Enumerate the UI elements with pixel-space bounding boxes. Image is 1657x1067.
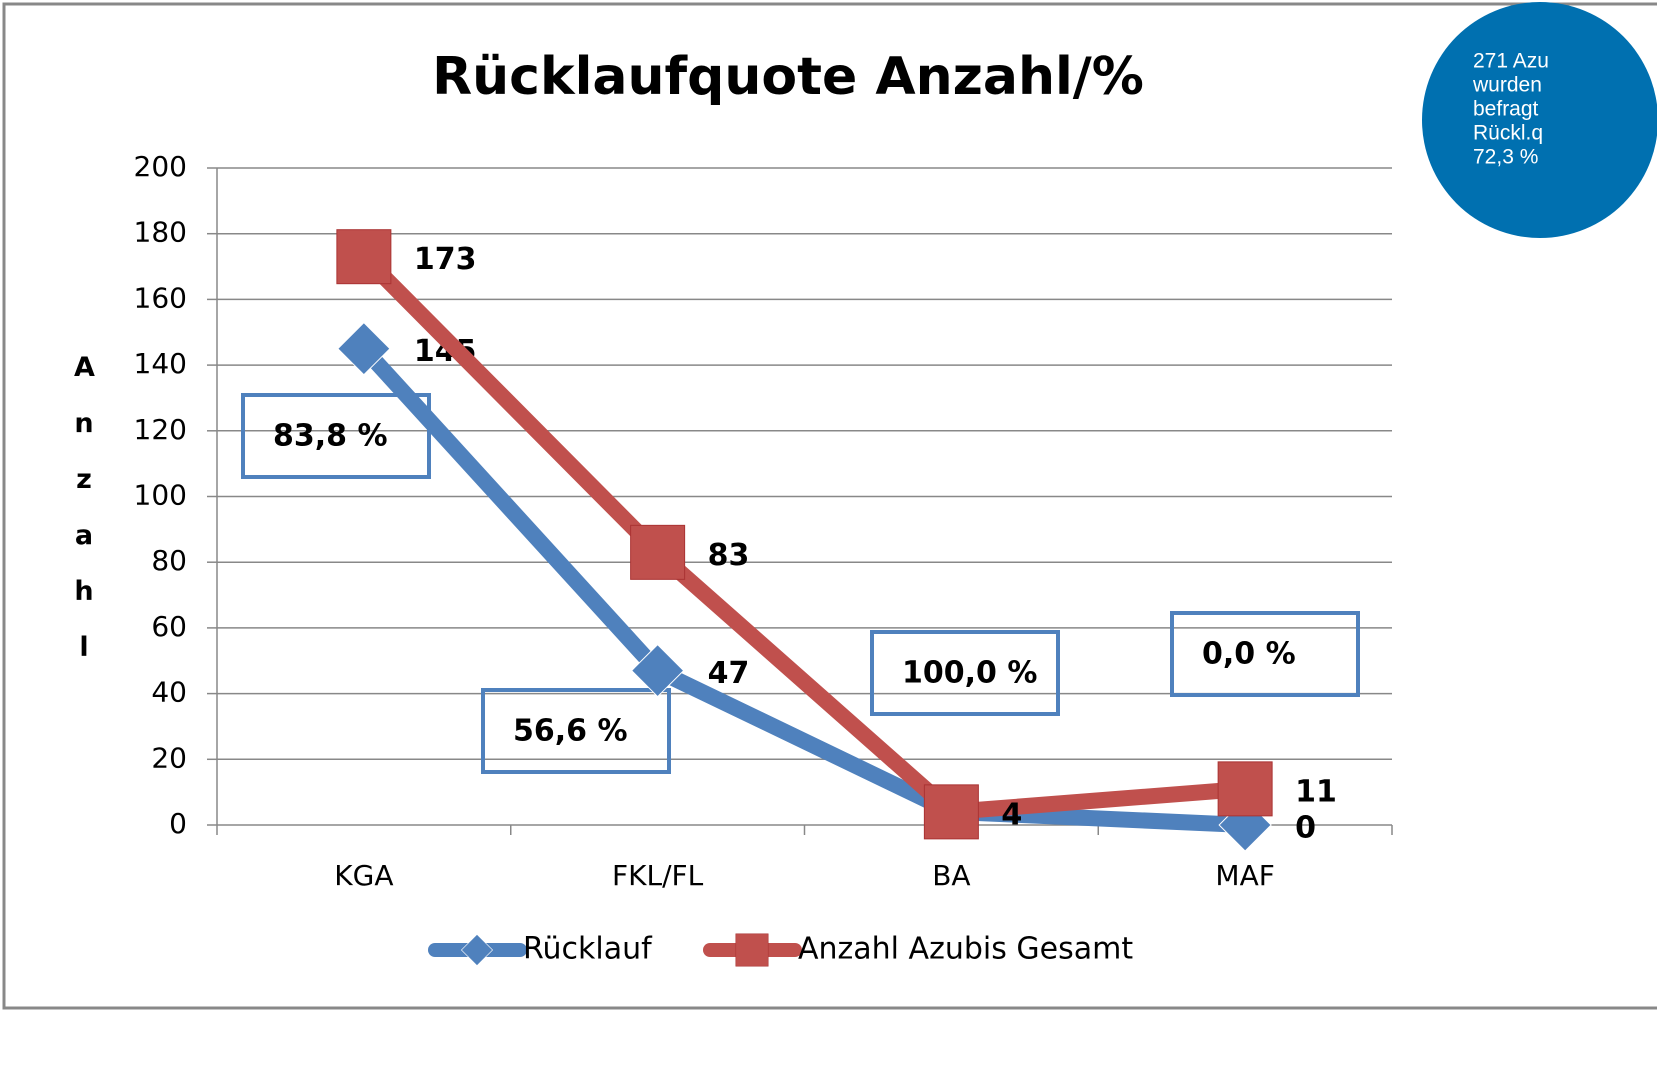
annotation: 100,0 % [902,656,1037,691]
series-line [358,251,1246,820]
x-tick-label: MAF [1215,859,1274,892]
annotation-box [241,393,431,479]
y-axis-label: Anzahl [74,352,95,663]
marker [337,321,391,376]
data-label: 0 [1295,811,1316,846]
legend-label: Rücklauf [523,932,653,967]
marker [1217,761,1273,817]
annotation-box [481,688,671,774]
marker [336,229,392,285]
annotation-box [870,630,1060,716]
marker [630,643,685,698]
data-label: 173 [414,242,477,277]
annotation: 83,8 % [273,419,388,454]
y-tick-label: 200 [134,150,187,183]
note-bubble [1422,2,1657,238]
marker [923,784,979,840]
series-line [357,343,1246,833]
data-label: 47 [708,656,750,691]
y-tick-label: 60 [151,610,187,643]
y-tick-label: 0 [169,807,187,840]
annotation: 0,0 % [1202,637,1296,672]
y-tick-label: 80 [151,544,187,577]
data-label: 11 [1295,774,1337,809]
y-tick-label: 120 [134,413,187,446]
x-tick-label: BA [932,859,970,892]
y-tick-label: 160 [134,281,187,314]
data-label: 4 [1001,797,1022,832]
note-text: wurden [1472,74,1542,97]
data-label: 83 [708,538,750,573]
marker [460,933,494,967]
y-tick-label: 40 [151,676,187,709]
chart-title: Rücklaufquote Anzahl/% [432,47,1144,107]
legend-label: Anzahl Azubis Gesamt [798,932,1133,967]
y-tick-label: 180 [134,216,187,249]
note-text: befragt [1473,98,1539,121]
legend-marker [460,933,494,967]
note-text: Rückl.q [1473,122,1543,145]
y-tick-label: 140 [134,347,187,380]
note-text: 271 Azu [1473,50,1549,73]
x-tick-label: FKL/FL [612,859,704,892]
annotation: 56,6 % [513,714,628,749]
y-tick-label: 20 [151,741,187,774]
note-text: 72,3 % [1473,146,1538,169]
frame [2,2,1657,1010]
marker [735,933,769,967]
x-tick-label: KGA [334,859,393,892]
marker [630,524,686,580]
y-tick-label: 100 [134,479,187,512]
legend-marker [735,933,769,967]
annotation-box [1170,611,1360,697]
